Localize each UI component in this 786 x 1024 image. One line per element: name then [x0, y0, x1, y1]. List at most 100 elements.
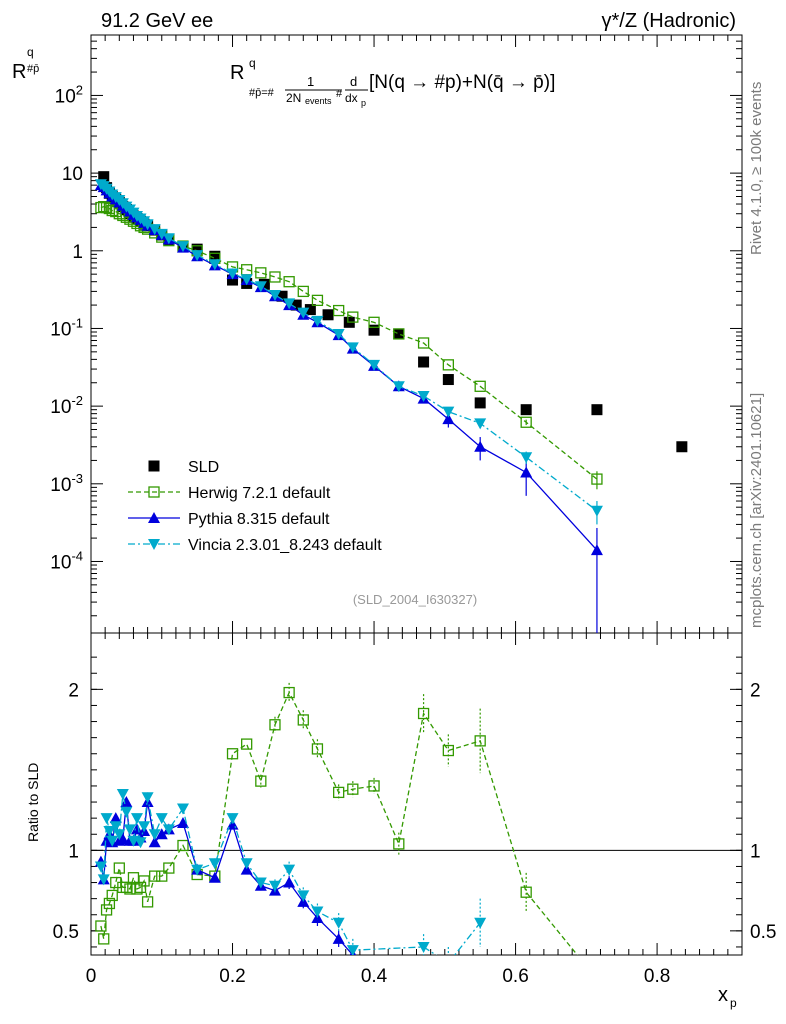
ratio-point [283, 876, 296, 888]
ratio-point [130, 823, 143, 835]
data-point [283, 276, 295, 288]
ratio-point [442, 744, 454, 757]
ratio-point [417, 707, 430, 720]
data-point [191, 250, 204, 262]
data-point [417, 337, 430, 349]
data-point [98, 201, 110, 213]
data-point [368, 359, 381, 371]
data-point [393, 328, 405, 340]
legend-label: Herwig 7.2.1 default [188, 485, 331, 502]
ratio-point [134, 881, 147, 894]
ratio-y-tick-label: 1 [68, 841, 79, 862]
x-axis-label-sub: p [730, 996, 737, 1010]
y-axis-label-sup: q [27, 45, 34, 59]
ratio-point [116, 789, 129, 800]
legend-marker [148, 486, 160, 498]
title-frac-num: 1 [307, 74, 314, 89]
title-d-den-sub: p [361, 98, 366, 108]
data-point [100, 201, 113, 214]
data-point [283, 298, 296, 310]
x-axis-label-x: x [718, 984, 728, 1006]
legend-marker [148, 539, 160, 550]
legend-marker [148, 512, 160, 523]
series-line [100, 184, 598, 551]
data-point [520, 416, 532, 428]
main-axes: 10-4 10-3 10-2 10-1 1 10 102 [50, 34, 743, 633]
rivet-version-label: Rivet 4.1.0, ≥ 100k events [748, 82, 765, 255]
data-point [226, 268, 239, 280]
ratio-y-tick-label: 2 [68, 680, 79, 701]
ratio-point [113, 829, 126, 841]
data-point [297, 285, 309, 298]
ratio-point [123, 824, 136, 836]
ratio-point [311, 743, 324, 755]
ratio-point [240, 858, 253, 870]
ratio-point [113, 862, 125, 874]
ratio-point [103, 826, 116, 838]
ratio-y-tick-label-right: 2 [750, 680, 761, 701]
data-point [346, 342, 359, 354]
ratio-point [138, 821, 151, 833]
ratio-point [141, 792, 154, 804]
ratio-point [97, 874, 110, 886]
data-point [311, 294, 324, 307]
ratio-point [177, 839, 189, 852]
data-point [191, 243, 203, 255]
data-point [208, 259, 221, 271]
title-bracket: [N(q → #p)+N(q̄ → p̄)] [369, 72, 555, 93]
ratio-point [155, 828, 168, 840]
ratio-series-layer [94, 682, 579, 969]
title-d-num: d [350, 74, 357, 89]
ratio-point [95, 920, 107, 932]
legend-marker [148, 460, 160, 472]
ratio-series-pythia-8-315-default [94, 796, 357, 955]
ratio-point [98, 933, 110, 945]
x-tick-label: 0.2 [219, 966, 245, 987]
data-point [95, 201, 107, 214]
ratio-point [155, 813, 168, 825]
y-tick-label: 10 [62, 164, 83, 185]
ratio-point [176, 816, 189, 828]
ratio-point [332, 917, 345, 929]
ratio-y-tick-label: 0.5 [53, 922, 79, 943]
data-point [148, 224, 161, 236]
ratio-point [163, 862, 175, 874]
header-energy-label: 91.2 GeV ee [101, 10, 213, 32]
title-R: R [230, 62, 244, 84]
data-point [442, 406, 455, 418]
data-point [227, 274, 239, 286]
y-tick-label: 10-3 [50, 471, 83, 496]
y-axis-label: R q #p̄ [12, 45, 39, 83]
ratio-point [120, 806, 133, 818]
ratio-point [268, 880, 281, 892]
data-point [474, 397, 486, 409]
ratio-plot-frame [90, 632, 743, 956]
x-tick-label: 0.6 [502, 966, 528, 987]
ratio-point [283, 864, 296, 876]
data-point [269, 271, 281, 283]
ratio-y-tick-label-right: 1 [750, 841, 761, 862]
data-point [368, 316, 380, 328]
data-point [176, 241, 189, 253]
legend-label: Vincia 2.3.01_8.243 default [188, 537, 382, 554]
ratio-point [417, 941, 430, 953]
ratio-point [149, 870, 161, 882]
title-frac-den-sub: events [305, 96, 332, 106]
analysis-id-label: (SLD_2004_I630327) [353, 592, 477, 607]
ratio-point [333, 786, 345, 799]
y-axis-label-sub: #p̄ [27, 63, 39, 75]
data-point [368, 324, 380, 336]
ratio-point [226, 748, 239, 760]
data-point [474, 418, 487, 430]
ratio-point [116, 833, 129, 845]
data-point [304, 304, 316, 316]
series-line [100, 183, 598, 512]
ratio-point [106, 835, 119, 847]
ratio-point [474, 917, 487, 929]
ratio-point [94, 861, 107, 873]
ratio-point [120, 796, 133, 808]
data-point [591, 404, 603, 416]
ratio-point [442, 958, 454, 969]
ratio-point [162, 824, 175, 836]
